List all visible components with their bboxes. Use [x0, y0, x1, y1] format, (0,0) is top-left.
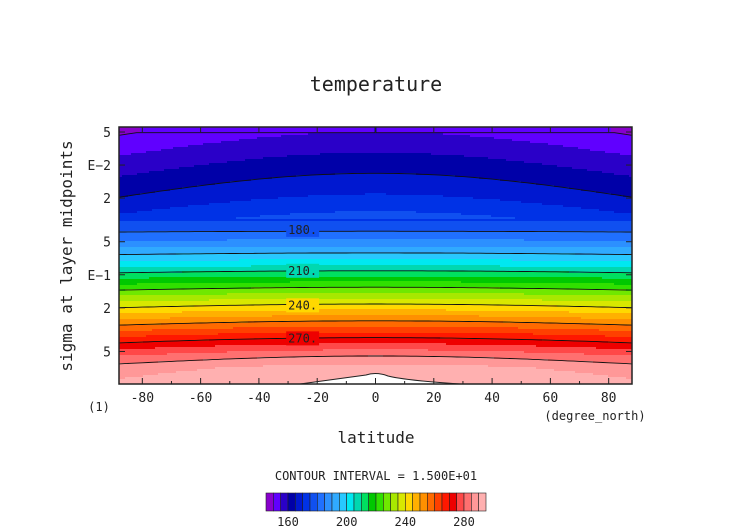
chart-title: temperature — [310, 72, 442, 96]
panel-tag: (1) — [88, 400, 110, 414]
contour-interval-label: CONTOUR INTERVAL = 1.500E+01 — [275, 469, 477, 483]
filled-contours — [119, 127, 633, 386]
x-axis-unit: (degree_north) — [544, 409, 645, 423]
y-axis-label: sigma at layer midpoints — [57, 140, 76, 371]
x-axis-label: latitude — [337, 428, 414, 447]
plot-area — [119, 127, 633, 386]
